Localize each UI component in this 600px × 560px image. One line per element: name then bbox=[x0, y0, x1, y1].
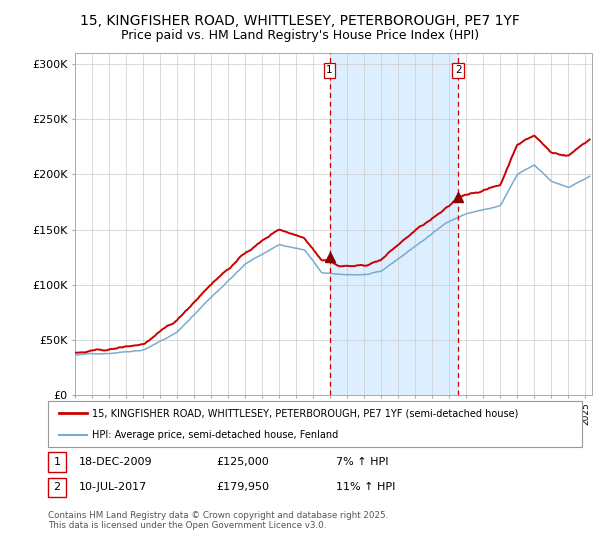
Text: 1: 1 bbox=[53, 457, 61, 467]
Text: 2: 2 bbox=[53, 482, 61, 492]
Text: 1: 1 bbox=[326, 65, 333, 75]
Bar bbox=[329, 53, 458, 395]
Text: Price paid vs. HM Land Registry's House Price Index (HPI): Price paid vs. HM Land Registry's House … bbox=[121, 29, 479, 42]
Text: 15, KINGFISHER ROAD, WHITTLESEY, PETERBOROUGH, PE7 1YF (semi-detached house): 15, KINGFISHER ROAD, WHITTLESEY, PETERBO… bbox=[92, 408, 518, 418]
Text: 10-JUL-2017: 10-JUL-2017 bbox=[79, 482, 148, 492]
Text: Contains HM Land Registry data © Crown copyright and database right 2025.
This d: Contains HM Land Registry data © Crown c… bbox=[48, 511, 388, 530]
Text: £125,000: £125,000 bbox=[216, 457, 269, 467]
Text: HPI: Average price, semi-detached house, Fenland: HPI: Average price, semi-detached house,… bbox=[92, 430, 338, 440]
Text: 11% ↑ HPI: 11% ↑ HPI bbox=[336, 482, 395, 492]
Text: 15, KINGFISHER ROAD, WHITTLESEY, PETERBOROUGH, PE7 1YF: 15, KINGFISHER ROAD, WHITTLESEY, PETERBO… bbox=[80, 14, 520, 28]
Text: 18-DEC-2009: 18-DEC-2009 bbox=[79, 457, 153, 467]
Text: 7% ↑ HPI: 7% ↑ HPI bbox=[336, 457, 389, 467]
Text: £179,950: £179,950 bbox=[216, 482, 269, 492]
Text: 2: 2 bbox=[455, 65, 461, 75]
